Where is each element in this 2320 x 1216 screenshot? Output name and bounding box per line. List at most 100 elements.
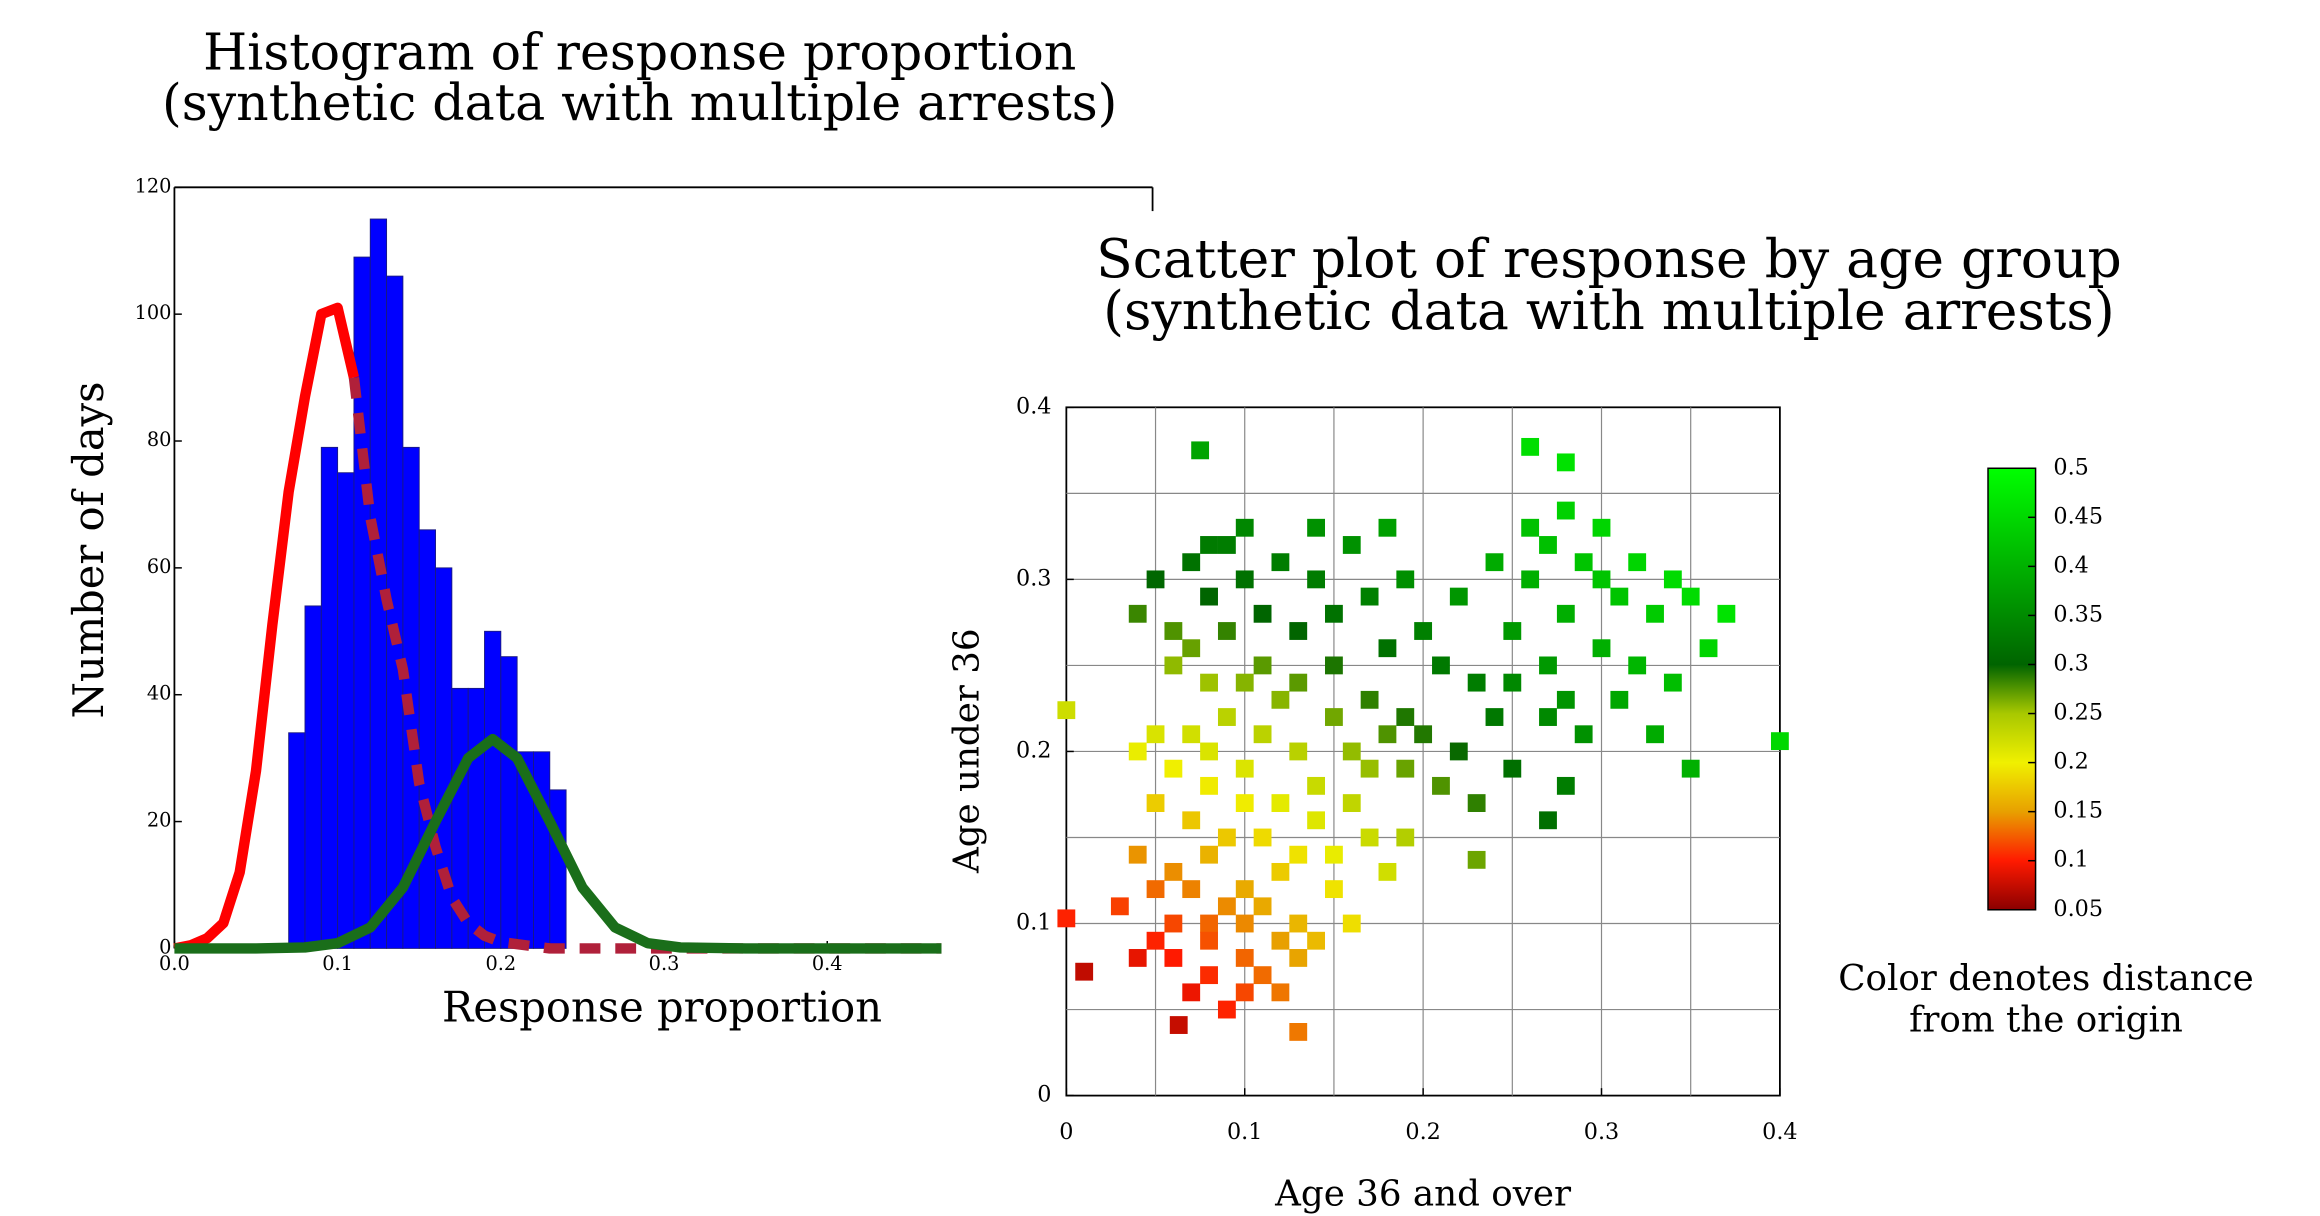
point	[1378, 639, 1397, 658]
x-tick-label: 0.1	[322, 952, 353, 975]
point	[1075, 962, 1094, 981]
point	[1467, 850, 1486, 869]
x-tick-label: 0.0	[159, 952, 190, 975]
point	[1235, 759, 1254, 778]
colorbar-tick-label: 0.3	[2053, 650, 2088, 676]
point	[1182, 983, 1201, 1002]
point	[1235, 914, 1254, 933]
point	[1449, 742, 1468, 761]
curve	[174, 733, 942, 954]
point	[1200, 914, 1218, 933]
point	[1663, 673, 1682, 692]
bar	[435, 567, 453, 949]
bar	[533, 751, 551, 949]
y-tick-label: 0.3	[1016, 565, 1051, 591]
point	[1057, 701, 1076, 720]
scatter-title: Scatter plot of response by age group	[1096, 227, 2122, 290]
x-tick-label: 0.1	[1227, 1119, 1262, 1145]
hist-title: Histogram of response proportion	[203, 22, 1076, 81]
point	[1628, 656, 1647, 675]
point	[1539, 536, 1557, 554]
point	[1556, 501, 1575, 520]
point	[1235, 518, 1254, 537]
point	[1271, 553, 1290, 572]
point	[1146, 794, 1165, 812]
point	[1539, 811, 1557, 830]
point	[1360, 759, 1379, 778]
point	[1146, 880, 1165, 899]
point	[1217, 897, 1236, 916]
point	[1289, 845, 1308, 864]
y-tick-label: 0	[1037, 1082, 1051, 1108]
point	[1414, 622, 1433, 640]
colorbar-tick-label: 0.2	[2053, 749, 2088, 775]
point	[1378, 862, 1397, 881]
point	[1592, 570, 1611, 589]
x-tick-label: 0.3	[649, 952, 680, 975]
point	[1574, 553, 1593, 572]
point	[1556, 604, 1575, 623]
point	[1200, 931, 1218, 950]
point	[1325, 604, 1343, 623]
colorbar-tick-label: 0.15	[2053, 798, 2103, 824]
point	[1253, 725, 1272, 744]
colorbar-tick-label: 0.05	[2053, 896, 2103, 922]
point	[1360, 828, 1379, 847]
y-tick-label: 0	[159, 935, 171, 958]
x-tick-label: 0.3	[1584, 1119, 1619, 1145]
scatter-x-label: Age 36 and over	[1274, 1174, 1572, 1215]
point	[1325, 880, 1343, 899]
point	[1717, 604, 1736, 623]
point	[1325, 656, 1343, 675]
point	[1128, 949, 1147, 967]
point	[1182, 553, 1201, 572]
point	[1253, 604, 1272, 623]
colorbar-tick-label: 0.1	[2053, 847, 2088, 873]
point	[1235, 880, 1254, 899]
point	[1128, 604, 1147, 623]
y-tick-label: 100	[135, 301, 172, 324]
colorbar-tick-label: 0.5	[2053, 454, 2088, 480]
point	[1307, 570, 1326, 589]
point	[1503, 673, 1522, 692]
y-tick-label: 80	[147, 428, 172, 451]
point	[1146, 931, 1165, 950]
point	[1360, 690, 1379, 709]
bar	[418, 529, 436, 949]
point	[1378, 725, 1397, 744]
point	[1182, 811, 1201, 830]
bar	[320, 446, 339, 949]
point	[1164, 914, 1183, 933]
point	[1396, 570, 1415, 589]
point	[1770, 732, 1789, 751]
point	[1200, 587, 1218, 606]
point	[1325, 845, 1343, 864]
point	[1289, 673, 1308, 692]
point	[1592, 639, 1611, 658]
colorbar-tick-label: 0.45	[2053, 503, 2103, 529]
point	[1253, 656, 1272, 675]
point	[1128, 845, 1147, 864]
point	[1289, 1023, 1308, 1041]
bar	[386, 275, 404, 949]
point	[1271, 690, 1290, 709]
curve	[173, 302, 360, 954]
y-tick-label: 0.4	[1016, 393, 1051, 419]
point	[1396, 828, 1415, 847]
point	[1646, 725, 1664, 744]
x-tick-label: 0.4	[812, 952, 843, 975]
point	[1110, 897, 1129, 916]
point	[1164, 862, 1183, 881]
point	[1235, 570, 1254, 589]
point	[1449, 587, 1468, 606]
point	[1485, 553, 1504, 572]
point	[1342, 914, 1361, 933]
point	[1432, 656, 1450, 675]
scatter-y-label: Age under 36	[947, 628, 988, 874]
point	[1200, 776, 1218, 795]
point	[1681, 587, 1700, 606]
point	[1289, 914, 1308, 933]
point	[1164, 622, 1183, 640]
bar	[304, 605, 322, 949]
point	[1235, 673, 1254, 692]
